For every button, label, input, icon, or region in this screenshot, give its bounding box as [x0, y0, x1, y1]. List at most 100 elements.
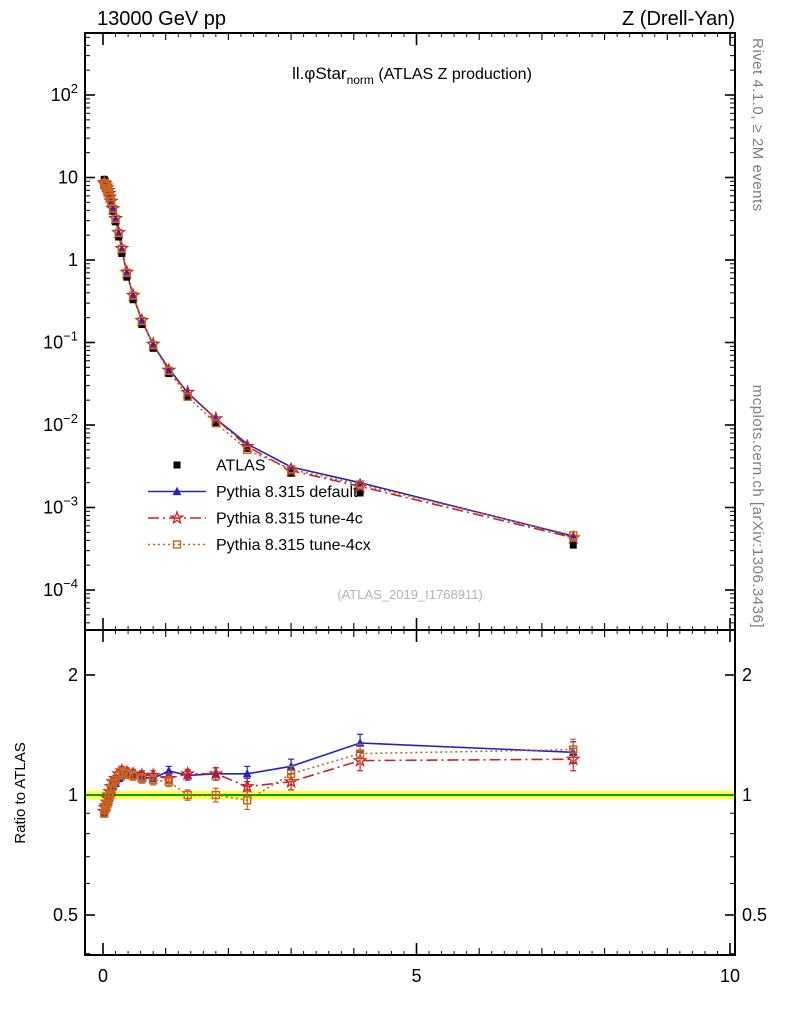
pythia-8-315-tune-4cx-ratio-marker	[243, 796, 252, 805]
observable-subscript: norm	[347, 73, 374, 87]
atlas-legend-marker	[173, 461, 181, 469]
y-axis-tick-label: 10	[58, 168, 78, 188]
legend: ATLAS Pythia 8.315 default Pythia 8.315 tu…	[148, 458, 371, 554]
pythia-8-315-tune-4cx-marker	[355, 480, 365, 489]
pythia-8-315-tune-4c-marker	[125, 287, 141, 302]
pythia-8-315-tune-4cx-marker	[211, 419, 221, 428]
y-axis-tick-label: 10−4	[43, 576, 78, 600]
y-axis-tick-label: 10−3	[43, 494, 78, 518]
pythia-8-315-tune-4c-ratio-marker	[180, 765, 196, 781]
pythia-8-315-tune-4c-marker	[111, 224, 127, 240]
pythia-8-315-tune-4cx-ratio-marker	[183, 790, 192, 800]
pythia-8-315-tune-4c-marker	[119, 264, 135, 279]
reference-band-layer	[86, 790, 734, 800]
y-tick-base: 10	[43, 415, 63, 435]
atlas-marker	[184, 393, 192, 401]
pythia-8-315-tune-4c-legend-label: Pythia 8.315 tune-4c	[216, 511, 363, 528]
pythia-8-315-tune-4cx-marker	[122, 268, 132, 277]
y-tick-base: 10	[43, 580, 63, 600]
plot-title: ll.φStarnorm (ATLAS Z production)	[292, 64, 532, 87]
y-tick-exponent: −1	[63, 329, 78, 344]
x-axis-tick-label: 0	[98, 966, 108, 986]
pythia-8-315-tune-4cx-ratio-marker	[117, 768, 127, 777]
pythia-8-315-tune-4cx-ratio-marker	[286, 769, 296, 779]
atlas-marker	[123, 273, 131, 281]
atlas-legend-label: ATLAS	[216, 458, 266, 475]
pythia-8-315-tune-4cx-marker	[102, 184, 112, 193]
observable-name: ll.φStar	[292, 64, 347, 83]
pythia-8-315-default-marker	[242, 439, 252, 448]
y-axis-tick-label: 102	[51, 81, 78, 105]
pythia-8-315-tune-4c-ratio-marker	[283, 773, 299, 789]
atlas-marker	[569, 541, 577, 549]
y-tick-base: 10	[43, 333, 63, 353]
pythia-8-315-tune-4cx-ratio-marker	[148, 775, 158, 785]
pythia-8-315-tune-4cx-marker	[101, 181, 111, 191]
beam-energy-label: 13000 GeV pp	[97, 8, 226, 30]
x-axis-tick-label: 10	[720, 966, 740, 986]
ratio-tick-label-left: 2	[68, 665, 78, 685]
main-panel-frame	[84, 32, 736, 631]
y-tick-exponent: −3	[63, 494, 78, 509]
pythia-8-315-tune-4cx-ratio-marker	[122, 769, 132, 779]
pythia-8-315-tune-4c-marker	[352, 478, 368, 493]
pythia-8-315-tune-4cx-marker	[105, 193, 115, 202]
pythia-8-315-tune-4cx-ratio-marker	[105, 789, 115, 798]
x-axis-tick-label: 5	[411, 966, 421, 986]
pythia-8-315-tune-4cx-ratio-marker	[355, 749, 365, 758]
main-series-layer	[96, 174, 581, 549]
atlas-marker	[356, 489, 364, 497]
pythia-8-315-tune-4cx-marker	[183, 392, 192, 401]
rivet-version-label: Rivet 4.1.0, ≥ 2M events	[749, 38, 766, 212]
pythia-8-315-tune-4cx-marker	[108, 204, 118, 214]
pythia-8-315-tune-4c-marker	[114, 240, 130, 255]
pythia-8-315-tune-4cx-legend-label: Pythia 8.315 tune-4cx	[216, 537, 371, 554]
pythia-8-315-tune-4cx-marker	[137, 316, 147, 326]
analysis-descriptor: (ATLAS Z production)	[374, 66, 532, 83]
ratio-tick-label-right: 1	[742, 785, 752, 805]
pythia-8-315-tune-4c-legend-marker	[169, 510, 185, 525]
pythia-8-315-tune-4cx-legend-marker	[172, 540, 182, 549]
process-label: Z (Drell-Yan)	[622, 8, 735, 30]
pythia-8-315-tune-4cx-marker	[164, 366, 174, 375]
pythia-8-315-default-legend-label: Pythia 8.315 default	[216, 484, 358, 501]
pythia-8-315-default-ratio-marker	[242, 769, 252, 778]
pythia-8-315-tune-4c-marker	[145, 336, 161, 351]
y-axis-tick-label: 10−2	[43, 411, 78, 435]
y-tick-exponent: −2	[63, 411, 78, 426]
pythia-8-315-tune-4c-marker	[107, 210, 124, 225]
pythia-8-315-tune-4cx-ratio-marker	[128, 771, 138, 780]
pythia-8-315-tune-4cx-marker	[286, 465, 296, 474]
ratio-tick-label-left: 1	[68, 785, 78, 805]
pythia-8-315-tune-4c-marker	[134, 312, 150, 327]
pythia-8-315-default-ratio-marker	[164, 765, 174, 775]
y-tick-exponent: −4	[63, 576, 78, 591]
analysis-id-watermark: (ATLAS_2019_I1768911)	[337, 587, 483, 602]
pythia-8-315-default-marker	[568, 531, 578, 540]
y-tick-exponent: 2	[71, 81, 78, 96]
pythia-8-315-tune-4cx-marker	[243, 445, 252, 455]
pythia-8-315-tune-4cx-marker	[148, 341, 158, 350]
ratio-tick-label-right: 0.5	[742, 905, 767, 925]
ratio-series-layer	[96, 733, 581, 818]
pythia-8-315-tune-4c-ratio-marker	[239, 778, 255, 794]
pythia-8-315-default-ratio-line	[103, 742, 574, 814]
ratio-tick-label-left: 0.5	[53, 905, 78, 925]
pythia-8-315-tune-4cx-ratio-marker	[137, 774, 147, 783]
ratio-axis-title: Ratio to ATLAS	[12, 742, 29, 843]
pythia-8-315-tune-4cx-ratio-marker	[211, 790, 221, 800]
pythia-8-315-tune-4c-marker	[180, 384, 196, 399]
pythia-8-315-tune-4cx-main-line	[103, 182, 574, 537]
pythia-8-315-tune-4cx-ratio-marker	[101, 801, 111, 810]
ratio-panel-frame	[84, 629, 736, 956]
atlas-marker	[118, 249, 126, 257]
pythia-8-315-tune-4cx-marker	[114, 228, 123, 238]
atlas-marker	[165, 370, 173, 378]
pythia-8-315-tune-4cx-ratio-line	[103, 748, 574, 814]
ratio-tick-label-right: 2	[742, 665, 752, 685]
pythia-8-315-tune-4cx-ratio-marker	[569, 745, 578, 754]
pythia-8-315-tune-4c-marker	[161, 362, 177, 377]
